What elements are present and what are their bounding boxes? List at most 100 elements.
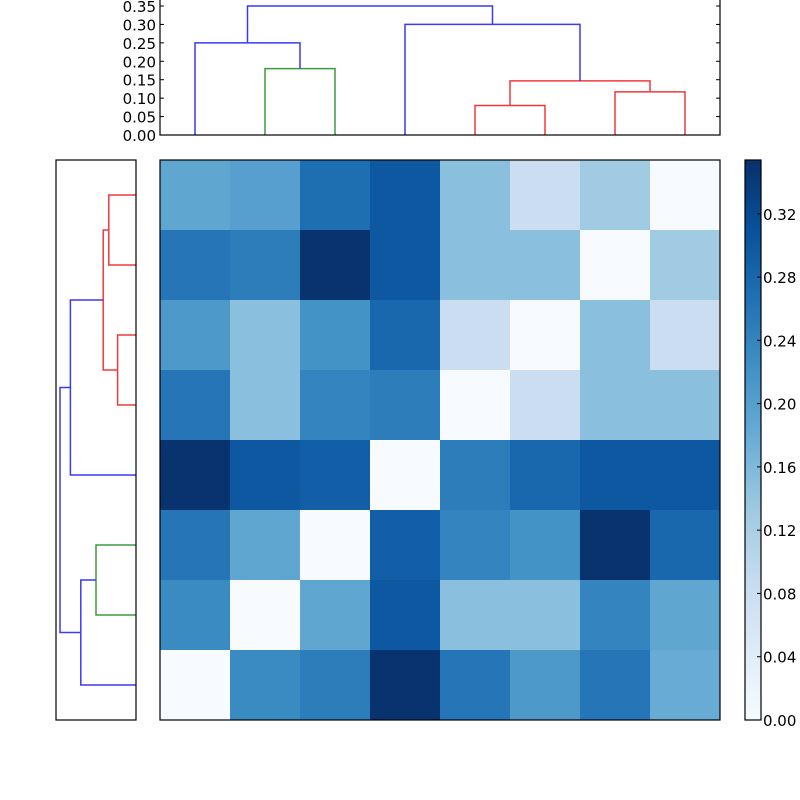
heatmap-cell [300, 230, 371, 301]
heatmap-cell [580, 370, 651, 441]
heatmap-cell [230, 580, 301, 651]
heatmap-cell [650, 510, 721, 581]
heatmap-cell [510, 510, 581, 581]
heatmap-cell [650, 160, 721, 231]
heatmap-cell [230, 300, 301, 371]
dendrogram-link [509, 80, 651, 106]
dendrogram-link [59, 386, 81, 634]
heatmap-cell [580, 230, 651, 301]
colorbar-tick-label: 0.00 [763, 712, 796, 730]
heatmap-cell [440, 440, 511, 511]
heatmap-cell [510, 230, 581, 301]
dendrogram-y-tick-label: 0.35 [123, 0, 156, 16]
heatmap-cell [230, 230, 301, 301]
heatmap-cell [440, 580, 511, 651]
heatmap-cell [510, 160, 581, 231]
heatmap-cell [650, 230, 721, 301]
dendrogram-link [614, 91, 686, 135]
colorbar-tick-label: 0.20 [763, 396, 796, 414]
heatmap-cell [300, 370, 371, 441]
heatmap-cell [230, 160, 301, 231]
heatmap-cell [160, 440, 231, 511]
colorbar-tick-label: 0.28 [763, 269, 796, 287]
heatmap-cell [370, 370, 441, 441]
left-dendrogram [55, 159, 137, 721]
heatmap-cell [440, 370, 511, 441]
heatmap-cell [580, 510, 651, 581]
heatmap-cell [510, 650, 581, 721]
heatmap-cell [300, 300, 371, 371]
heatmap-cell [300, 650, 371, 721]
colorbar: 0.00 0.04 0.08 0.12 0.16 0.20 0.24 0.28 0.32 [744, 159, 796, 730]
heatmap-cell [580, 440, 651, 511]
left-dendrogram-frame [55, 159, 137, 721]
heatmap-cell [510, 580, 581, 651]
heatmap-cell [580, 580, 651, 651]
heatmap-grid [159, 159, 721, 721]
dendrogram-link [194, 42, 301, 135]
heatmap-cell [160, 160, 231, 231]
heatmap-cell [370, 230, 441, 301]
heatmap-cell [370, 440, 441, 511]
heatmap-cell [230, 650, 301, 721]
heatmap-cell [580, 650, 651, 721]
heatmap-cell [230, 440, 301, 511]
colorbar-gradient [744, 159, 762, 721]
heatmap-cell [370, 510, 441, 581]
dendrogram-link [116, 334, 136, 406]
heatmap-cell [440, 510, 511, 581]
heatmap-cell [440, 230, 511, 301]
dendrogram-link [108, 194, 136, 266]
heatmap-cell [650, 440, 721, 511]
dendrogram-link [246, 5, 494, 43]
heatmap-cell [370, 580, 441, 651]
heatmap-cell [510, 440, 581, 511]
dendrogram-y-tick-label: 0.30 [123, 16, 156, 34]
dendrogram-link [404, 23, 581, 135]
heatmap-cell [300, 580, 371, 651]
colorbar-tick-label: 0.24 [763, 332, 796, 350]
dendrogram-y-tick-label: 0.00 [123, 127, 156, 145]
colorbar-tick-label: 0.12 [763, 522, 796, 540]
heatmap-cell [230, 510, 301, 581]
dendrogram-y-tick-label: 0.05 [123, 109, 156, 127]
heatmap-frame [159, 159, 721, 721]
heatmap-cell [160, 300, 231, 371]
heatmap-cell [440, 300, 511, 371]
dendrogram-link [102, 229, 118, 371]
heatmap-cell [510, 370, 581, 441]
dendrogram-y-tick-label: 0.15 [123, 72, 156, 90]
dendrogram-y-tick-label: 0.25 [123, 35, 156, 53]
heatmap-cell [650, 370, 721, 441]
colorbar-tick-label: 0.08 [763, 585, 796, 603]
dendrogram-link [80, 579, 136, 686]
heatmap-cell [300, 510, 371, 581]
top-dendrogram-frame [159, 0, 721, 136]
heatmap-cell [650, 580, 721, 651]
heatmap-cell [440, 160, 511, 231]
top-dendrogram: 0.000.050.100.150.200.250.300.35 [123, 0, 721, 145]
heatmap-cell [510, 300, 581, 371]
heatmap-cell [160, 230, 231, 301]
heatmap-cell [160, 510, 231, 581]
heatmap-cell [160, 650, 231, 721]
heatmap-cell [370, 650, 441, 721]
colorbar-tick-label: 0.32 [763, 206, 796, 224]
heatmap-cell [650, 650, 721, 721]
heatmap-cell [580, 160, 651, 231]
dendrogram-link [95, 544, 136, 616]
dendrogram-y-tick-label: 0.10 [123, 90, 156, 108]
heatmap-cell [230, 370, 301, 441]
dendrogram-y-tick-label: 0.20 [123, 53, 156, 71]
heatmap-cell [370, 160, 441, 231]
heatmap-cell [440, 650, 511, 721]
heatmap-cell [300, 440, 371, 511]
colorbar-tick-label: 0.16 [763, 459, 796, 477]
heatmap-cell [580, 300, 651, 371]
heatmap-cell [370, 300, 441, 371]
heatmap-cell [160, 580, 231, 651]
heatmap-cell [650, 300, 721, 371]
heatmap-cell [160, 370, 231, 441]
dendrogram-link [264, 67, 336, 135]
